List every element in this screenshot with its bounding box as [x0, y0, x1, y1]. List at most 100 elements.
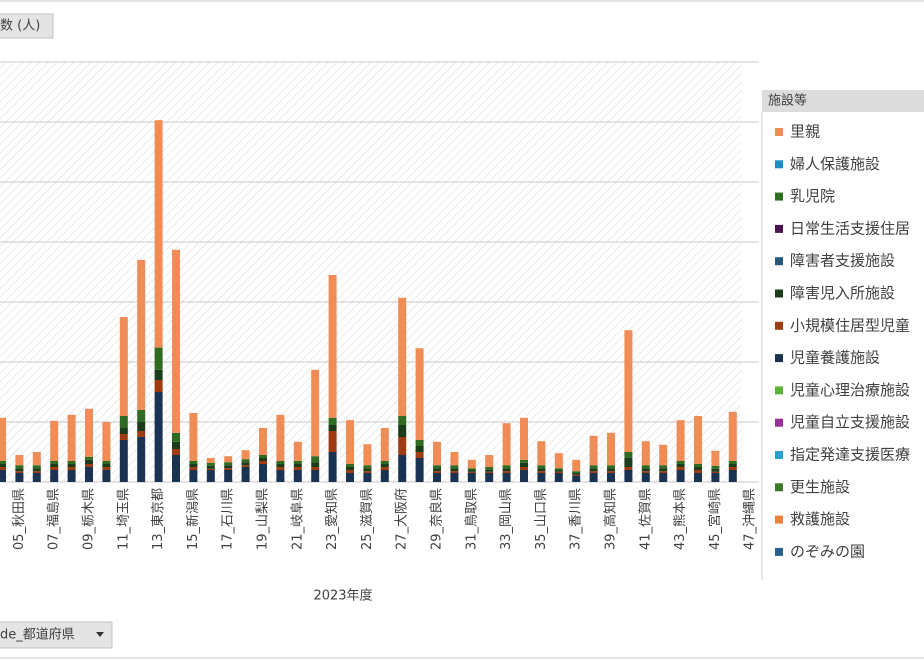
bar-segment [572, 476, 581, 482]
bar-segment [589, 473, 598, 482]
bar-segment [467, 470, 476, 472]
bar-segment [694, 416, 702, 464]
bar-segment [276, 461, 285, 464]
bar-segment [293, 441, 302, 461]
bar-segment [85, 408, 93, 457]
bar-segment [0, 417, 6, 461]
legend-swatch [775, 547, 783, 556]
bar-segment [554, 473, 563, 482]
x-tick-label: 25_滋賀県 [360, 488, 375, 550]
bar-segment [711, 450, 720, 466]
bar-segment [502, 468, 511, 472]
bar-segment [224, 468, 233, 470]
bar-segment [0, 461, 6, 464]
x-tick-label: 37_香川県 [569, 488, 584, 550]
bar-segment [728, 464, 737, 467]
x-tick-label: 19_山梨県 [256, 488, 271, 550]
bar-segment [119, 416, 128, 428]
x-tick-label: 41_佐賀県 [638, 488, 653, 550]
bar-segment [450, 452, 459, 466]
bar-segment [154, 347, 163, 370]
bar-segment [15, 465, 24, 469]
bar-segment [50, 467, 59, 470]
legend-label: 指定発達支援医療 [790, 446, 910, 464]
bar-segment [624, 467, 633, 470]
bar-segment [15, 471, 24, 473]
bar-segment [485, 473, 494, 482]
bar-segment [259, 464, 267, 482]
bar-segment [224, 456, 233, 463]
bar-segment [189, 470, 198, 482]
bar-segment [85, 467, 93, 482]
bar-segment [467, 473, 476, 482]
bar-segment [537, 441, 546, 466]
bar-segment [676, 420, 685, 461]
legend-swatch [775, 418, 783, 427]
bar-segment [241, 462, 250, 466]
bar-segment [67, 467, 76, 470]
legend-label: 乳児院 [790, 187, 835, 205]
bar-segment [363, 444, 372, 466]
bar-segment [224, 462, 233, 466]
x-tick-label: 09_栃木県 [82, 488, 97, 550]
legend-label: 障害者支援施設 [790, 252, 895, 270]
legend-label: 救護施設 [790, 510, 850, 528]
bar-segment [50, 461, 59, 464]
bar-segment [641, 473, 650, 482]
bar-segment [137, 431, 146, 437]
x-tick-label: 13_東京都 [150, 488, 166, 550]
bar-segment [398, 437, 407, 455]
bar-segment [485, 470, 494, 472]
bar-segment [0, 470, 6, 482]
x-tick-label: 05_秋田県 [12, 488, 27, 550]
bar-segment [259, 455, 267, 458]
bar-segment [241, 465, 250, 467]
bar-segment [0, 464, 6, 467]
bar-segment [572, 459, 581, 472]
legend-label: 障害児入所施設 [790, 284, 895, 302]
bar-segment [659, 444, 668, 466]
bar-segment [172, 432, 180, 442]
legend-swatch [775, 483, 783, 492]
bar-segment [694, 464, 702, 467]
bar-segment [206, 458, 215, 463]
legend-swatch [775, 321, 783, 330]
bar-segment [206, 465, 215, 469]
bar-segment [467, 471, 476, 473]
bar-segment [433, 473, 441, 482]
x-tick-label: 47_沖縄県 [743, 488, 758, 550]
bar-segment [415, 446, 424, 452]
bar-segment [398, 416, 407, 425]
legend-swatch [775, 257, 783, 266]
bar-segment [694, 467, 702, 470]
bar-segment [711, 473, 720, 482]
legend-label: 児童心理治療施設 [790, 381, 910, 399]
bar-segment [520, 467, 528, 470]
legend-swatch [775, 515, 783, 524]
bar-segment [363, 468, 372, 472]
bar-segment [346, 470, 354, 473]
bar-segment [520, 470, 528, 482]
bar-segment [554, 470, 563, 472]
bar-segment [50, 420, 59, 461]
x-tick-label: 27_大阪府 [395, 488, 410, 550]
bar-segment [137, 437, 146, 482]
bar-segment [276, 467, 285, 470]
bar-segment [502, 465, 511, 469]
bar-segment [67, 470, 76, 482]
bar-segment [485, 467, 494, 470]
bar-segment [467, 468, 476, 470]
bar-segment [380, 461, 389, 464]
bar-segment [676, 464, 685, 467]
bar-segment [572, 471, 581, 473]
bar-segment [137, 260, 146, 410]
field-button[interactable] [0, 621, 113, 649]
bar-segment [328, 417, 337, 425]
legend-swatch [775, 354, 783, 363]
bar-segment [520, 459, 528, 463]
legend-label: 更生施設 [790, 478, 850, 496]
bar-segment [311, 369, 320, 457]
field-button[interactable] [0, 13, 54, 39]
bar-segment [241, 450, 250, 460]
